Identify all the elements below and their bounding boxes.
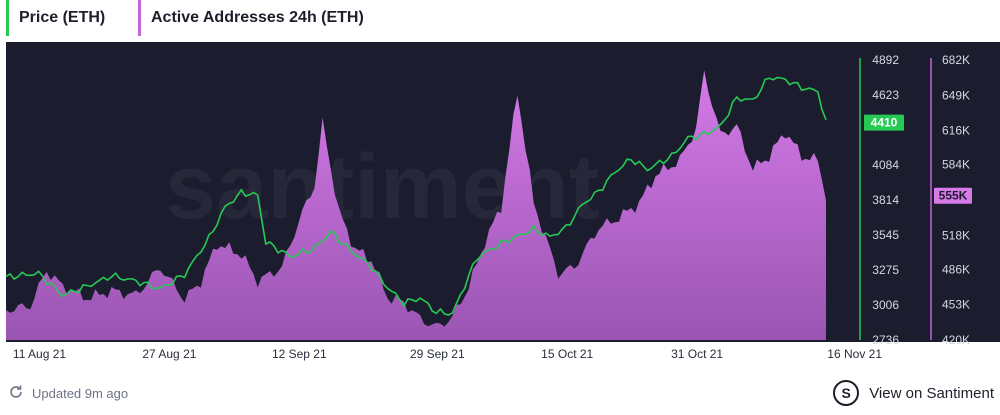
price-axis-tick-label: 4892 bbox=[872, 53, 899, 67]
addresses-axis-tick-label: 649K bbox=[942, 88, 970, 102]
addresses-axis-tick-label: 616K bbox=[942, 124, 970, 138]
chart-footer: Updated 9m ago S View on Santiment bbox=[0, 378, 1000, 415]
x-axis-tick-label: 16 Nov 21 bbox=[827, 347, 882, 361]
price-axis-tick-label: 2736 bbox=[872, 333, 899, 347]
legend-price-toggle[interactable]: Price (ETH) bbox=[6, 0, 128, 36]
x-axis-tick-label: 12 Sep 21 bbox=[272, 347, 327, 361]
addresses-axis-tick-label: 453K bbox=[942, 298, 970, 312]
addresses-axis-tick-label: 486K bbox=[942, 263, 970, 277]
x-axis-tick-label: 29 Sep 21 bbox=[410, 347, 465, 361]
price-axis-tick-label: 4084 bbox=[872, 158, 899, 172]
price-axis-tick-label: 3814 bbox=[872, 193, 899, 207]
price-line bbox=[5, 76, 827, 316]
x-axis-tick-label: 31 Oct 21 bbox=[671, 347, 723, 361]
legend-price-label: Price (ETH) bbox=[19, 9, 106, 26]
legend-addresses-label: Active Addresses 24h (ETH) bbox=[151, 9, 364, 26]
x-axis-tick-label: 11 Aug 21 bbox=[13, 347, 66, 361]
addresses-area bbox=[6, 70, 826, 341]
updated-status: Updated 9m ago bbox=[8, 380, 128, 406]
updated-text: Updated 9m ago bbox=[32, 385, 129, 401]
addresses-axis-tick-label: 682K bbox=[942, 53, 970, 67]
price-axis-tick-label: 3006 bbox=[872, 298, 899, 312]
view-on-santiment-link[interactable]: S View on Santiment bbox=[833, 378, 994, 408]
price-axis-tick-label: 3275 bbox=[872, 263, 899, 277]
x-axis-tick-label: 27 Aug 21 bbox=[142, 347, 196, 361]
legend-addresses-toggle[interactable]: Active Addresses 24h (ETH) bbox=[138, 0, 392, 36]
price-and-addresses-chart[interactable]: santiment4892462340843814354532753006273… bbox=[0, 0, 1000, 378]
current-addresses-badge bbox=[934, 187, 972, 204]
refresh-icon[interactable] bbox=[8, 384, 24, 403]
santiment-logo-icon: S bbox=[833, 380, 860, 406]
current-addresses-label: 555K bbox=[939, 189, 968, 203]
addresses-axis-tick-label: 518K bbox=[942, 228, 970, 242]
current-price-badge bbox=[864, 114, 904, 131]
view-on-santiment-label: View on Santiment bbox=[869, 384, 994, 402]
price-axis-tick-label: 4623 bbox=[872, 88, 899, 102]
addresses-axis-tick-label: 584K bbox=[942, 158, 970, 172]
price-axis-tick-label: 3545 bbox=[872, 228, 899, 242]
current-price-label: 4410 bbox=[871, 116, 898, 130]
addresses-axis-tick-label: 420K bbox=[942, 333, 970, 347]
x-axis-tick-label: 15 Oct 21 bbox=[541, 347, 593, 361]
